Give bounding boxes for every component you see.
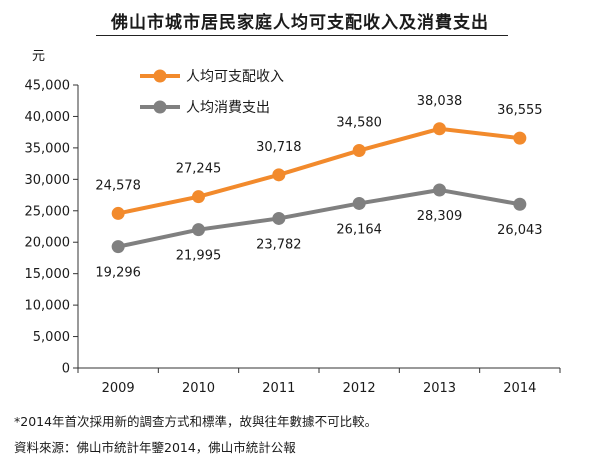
- data-point: [352, 144, 366, 158]
- data-point: [352, 196, 366, 210]
- y-tick-label: 25,000: [25, 204, 71, 219]
- data-label: 26,164: [336, 222, 382, 237]
- legend-item: 人均可支配收入: [140, 69, 284, 85]
- data-point: [433, 183, 446, 197]
- series-expenditure: 19,296 21,995 23,782 26,164 28,309 26,043: [95, 183, 543, 281]
- y-tick-label: 5,000: [33, 330, 70, 345]
- y-tick-label: 0: [62, 362, 70, 377]
- data-point: [433, 122, 446, 136]
- data-label: 23,782: [256, 237, 302, 252]
- data-label: 21,995: [176, 249, 222, 264]
- x-tick-label: 2014: [503, 381, 536, 396]
- series-income: 24,578 27,245 30,718 34,580 38,038 36,555: [95, 94, 543, 220]
- legend-label: 人均消費支出: [186, 100, 270, 116]
- data-label: 36,555: [497, 103, 543, 118]
- y-tick-label: 45,000: [25, 79, 71, 94]
- series-group: 24,578 27,245 30,718 34,580 38,038 36,555 19,2…: [95, 94, 542, 281]
- x-tick-label: 2012: [343, 381, 376, 396]
- data-label: 26,043: [497, 223, 543, 238]
- y-axis-unit-label: 元: [32, 49, 45, 64]
- footnote: *2014年首次採用新的調查方式和標準，故與往年數據不可比較。: [14, 414, 378, 429]
- x-tick-label: 2013: [423, 381, 456, 396]
- y-axis-ticks: 0 5,000 10,000 15,000 20,000 25,000 30,000 35,0…: [25, 79, 78, 377]
- data-label: 24,578: [95, 178, 141, 193]
- data-label: 38,038: [417, 94, 463, 109]
- data-point: [111, 206, 125, 220]
- y-tick-label: 20,000: [25, 236, 71, 251]
- data-point: [513, 197, 527, 211]
- data-label: 19,296: [95, 266, 141, 281]
- legend-label: 人均可支配收入: [186, 69, 284, 85]
- data-point: [513, 131, 527, 145]
- x-tick-label: 2011: [262, 381, 295, 396]
- legend-swatch-marker: [153, 69, 167, 83]
- source-note: 資料來源：佛山市統計年鑒2014，佛山市統計公報: [14, 440, 296, 455]
- y-tick-label: 15,000: [25, 267, 71, 282]
- data-label: 28,309: [417, 209, 463, 224]
- data-point: [192, 223, 205, 237]
- data-point: [111, 240, 125, 254]
- series-line: [117, 126, 521, 216]
- series-line: [117, 187, 521, 249]
- x-tick-label: 2010: [182, 381, 215, 396]
- chart-title: 佛山市城市居民家庭人均可支配收入及消費支出: [111, 13, 489, 33]
- y-tick-label: 10,000: [25, 299, 71, 314]
- data-label: 27,245: [176, 162, 222, 177]
- data-point: [272, 211, 286, 225]
- legend-item: 人均消費支出: [140, 100, 270, 116]
- data-point: [272, 168, 286, 182]
- y-tick-label: 35,000: [25, 141, 71, 156]
- data-point: [192, 190, 205, 204]
- y-tick-label: 30,000: [25, 173, 71, 188]
- legend-swatch-marker: [153, 100, 167, 114]
- x-axis-ticks: 2009 2010 2011 2012 2013 2014: [77, 368, 561, 396]
- data-label: 30,718: [256, 140, 302, 155]
- x-tick-label: 2009: [102, 381, 135, 396]
- data-label: 34,580: [336, 116, 382, 131]
- axes: [77, 85, 560, 369]
- title-underline: [96, 35, 508, 36]
- y-tick-label: 40,000: [25, 110, 71, 125]
